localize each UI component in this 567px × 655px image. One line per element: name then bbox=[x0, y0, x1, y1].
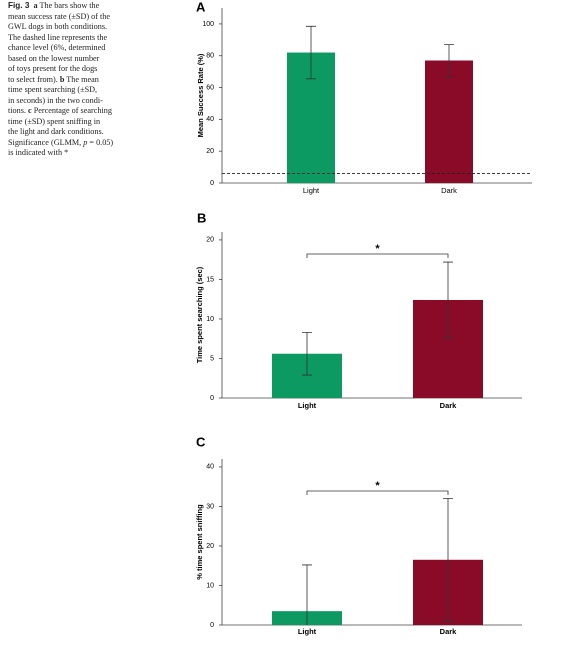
caption-text: Fig. 3 bbox=[8, 1, 30, 10]
y-tick-label: 40 bbox=[206, 464, 214, 471]
caption-text: of toys present for the dogs bbox=[8, 64, 98, 73]
significance-label: * bbox=[375, 480, 380, 492]
caption-line: chance level (6%, determined bbox=[8, 43, 138, 54]
caption-text: c bbox=[28, 106, 32, 115]
error-bar bbox=[306, 25, 316, 80]
panel: B Time spent searching (sec) 0 5 10 15 20 Light… bbox=[195, 210, 522, 410]
x-tick-label: Light bbox=[298, 627, 317, 636]
caption-text: The mean bbox=[64, 74, 99, 84]
caption-text: is indicated with * bbox=[8, 148, 69, 157]
caption-text: in seconds) in the two condi- bbox=[8, 95, 103, 105]
y-tick-label: 0 bbox=[210, 395, 214, 402]
y-tick-label: 30 bbox=[206, 503, 214, 510]
caption-line: in seconds) in the two condi- bbox=[8, 96, 138, 107]
caption-text: Percentage of searching bbox=[31, 106, 112, 115]
caption-line: the light and dark conditions. bbox=[8, 127, 138, 138]
caption-line: tions. c Percentage of searching bbox=[8, 106, 138, 117]
y-tick-label: 20 bbox=[206, 543, 214, 550]
caption-text: the light and dark conditions. bbox=[8, 127, 104, 136]
caption-text: mean success rate (±SD) of the bbox=[8, 11, 111, 21]
caption-text: Significance (GLMM, bbox=[8, 137, 84, 147]
caption-text: time (±SD) spent sniffing in bbox=[8, 116, 101, 126]
y-tick-label: 80 bbox=[206, 53, 214, 60]
y-tick-label: 40 bbox=[206, 116, 214, 123]
caption-text: based on the lowest number bbox=[8, 53, 100, 63]
caption-line: mean success rate (±SD) of the bbox=[8, 12, 138, 23]
significance-bracket bbox=[306, 253, 449, 258]
caption-text: The dashed line represents the bbox=[8, 32, 108, 42]
y-tick-label: 0 bbox=[210, 180, 214, 187]
panel: C % time spent sniffing 0 10 20 30 40 Light Dark… bbox=[195, 434, 522, 636]
x-tick-label: Dark bbox=[440, 627, 458, 636]
caption-text: p bbox=[83, 137, 88, 147]
y-tick-label: 60 bbox=[206, 84, 214, 91]
x-tick-label: Dark bbox=[440, 401, 458, 410]
significance-label: * bbox=[375, 243, 380, 255]
error-bar bbox=[302, 564, 312, 625]
y-tick-label: 15 bbox=[206, 276, 214, 283]
panel-label: B bbox=[197, 210, 206, 225]
y-tick-label: 20 bbox=[206, 148, 214, 155]
caption-text: = 0.05) bbox=[87, 137, 114, 147]
caption-line: based on the lowest number bbox=[8, 54, 138, 65]
y-axis-label: % time spent sniffing bbox=[195, 504, 204, 580]
caption: Fig. 3 a The bars show the mean success r… bbox=[8, 1, 138, 159]
caption-text: chance level (6%, determined bbox=[8, 43, 106, 52]
x-tick-label: Dark bbox=[441, 186, 457, 195]
caption-text: GWL dogs in both conditions. bbox=[8, 22, 108, 31]
y-tick-label: 10 bbox=[206, 316, 214, 323]
caption-text: tions. bbox=[8, 106, 29, 115]
caption-line: time (±SD) spent sniffing in bbox=[8, 117, 138, 128]
panel-label: C bbox=[196, 434, 206, 449]
error-bar bbox=[444, 44, 454, 77]
bar bbox=[425, 60, 473, 183]
y-tick-label: 5 bbox=[210, 355, 214, 362]
y-tick-label: 10 bbox=[206, 582, 214, 589]
y-tick-label: 100 bbox=[202, 21, 214, 28]
caption-text: time spent searching (±SD, bbox=[8, 85, 98, 94]
y-axis-label: Time spent searching (sec) bbox=[195, 266, 204, 363]
caption-line: The dashed line represents the bbox=[8, 33, 138, 44]
error-bar bbox=[302, 331, 312, 376]
caption-text: The bars show the bbox=[37, 1, 100, 10]
error-bar bbox=[443, 498, 453, 622]
error-bar bbox=[443, 261, 453, 339]
caption-line: Fig. 3 a The bars show the bbox=[8, 1, 138, 12]
caption-line: is indicated with * bbox=[8, 148, 138, 159]
x-tick-label: Light bbox=[303, 186, 320, 195]
y-axis-label: Mean Success Rate (%) bbox=[196, 53, 205, 137]
caption-text: a bbox=[33, 1, 38, 10]
significance-bracket bbox=[306, 490, 449, 495]
caption-line: to select from). b The mean bbox=[8, 75, 138, 86]
caption-line: of toys present for the dogs bbox=[8, 64, 138, 75]
caption-line: GWL dogs in both conditions. bbox=[8, 22, 138, 33]
y-tick-label: 0 bbox=[210, 622, 214, 629]
panel-label: A bbox=[196, 0, 206, 14]
x-tick-label: Light bbox=[298, 401, 317, 410]
caption-text: to select from). bbox=[8, 74, 60, 84]
caption-line: time spent searching (±SD, bbox=[8, 85, 138, 96]
caption-line: Significance (GLMM, p = 0.05) bbox=[8, 138, 138, 149]
caption-text: b bbox=[59, 74, 65, 84]
y-tick-label: 20 bbox=[206, 237, 214, 244]
panel: A Mean Success Rate (%) 0 20 40 60 80 100 Light D… bbox=[196, 0, 532, 195]
